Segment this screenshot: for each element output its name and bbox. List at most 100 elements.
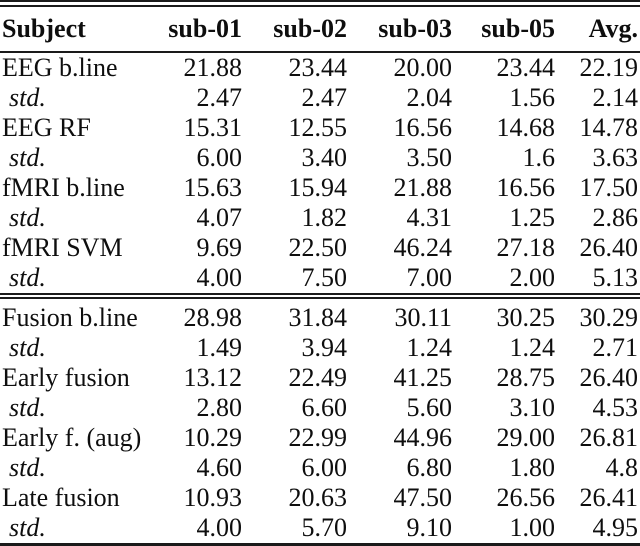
column-header: sub-05 (452, 0, 555, 53)
table-section-fusion: Fusion b.line 28.98 31.84 30.11 30.25 30.29 st… (0, 293, 640, 546)
cell-value: 4.07 (196, 203, 243, 232)
cell-value: 30.11 (347, 293, 452, 333)
column-header-subject: Subject (0, 0, 162, 53)
cell-value: 6.00 (301, 453, 348, 482)
row-label: EEG RF (2, 113, 91, 142)
column-header: sub-03 (347, 0, 452, 53)
table-row: fMRI b.line 15.63 15.94 21.88 16.56 17.50 (0, 173, 640, 203)
cell-value: 3.10 (509, 393, 556, 422)
cell-value: 3.40 (301, 143, 348, 172)
cell-value: 9.10 (347, 513, 452, 546)
cell-value: 31.84 (242, 293, 347, 333)
cell-value: 4.60 (196, 453, 243, 482)
cell-value: 4.00 (162, 513, 242, 546)
row-label: Early fusion (2, 363, 130, 392)
row-label-std: std. (9, 393, 46, 422)
cell-value: 1.24 (509, 333, 556, 362)
header-row: Subject sub-01 sub-02 sub-03 sub-05 Avg. (0, 0, 640, 53)
cell-value: 2.47 (196, 83, 243, 112)
cell-value: 5.70 (242, 513, 347, 546)
row-label: Early f. (aug) (2, 423, 142, 452)
cell-value: 22.50 (288, 233, 348, 262)
table-row: std. 2.47 2.47 2.04 1.56 2.14 (0, 83, 640, 113)
row-label-std: std. (9, 333, 46, 362)
cell-value: 16.56 (393, 113, 453, 142)
cell-value: 20.63 (288, 483, 348, 512)
table-row: std. 4.00 7.50 7.00 2.00 5.13 (0, 263, 640, 296)
row-label-std: std. (9, 143, 46, 172)
row-label: fMRI b.line (2, 173, 125, 202)
cell-value: 12.55 (288, 113, 348, 142)
cell-value: 26.41 (579, 483, 639, 512)
cell-value: 26.40 (579, 233, 639, 262)
cell-value: 26.56 (496, 483, 556, 512)
cell-value: 10.29 (183, 423, 243, 452)
cell-value: 41.25 (393, 363, 453, 392)
row-label-std: std. (9, 83, 46, 112)
cell-value: 2.71 (592, 333, 639, 362)
cell-value: 1.80 (509, 453, 556, 482)
cell-value: 7.50 (301, 263, 348, 292)
cell-value: 22.99 (288, 423, 348, 452)
table-row: std. 4.00 5.70 9.10 1.00 4.95 (0, 513, 640, 546)
cell-value: 5.60 (406, 393, 453, 422)
cell-value: 17.50 (579, 173, 639, 202)
cell-value: 4.95 (555, 513, 640, 546)
cell-value: 1.56 (509, 83, 556, 112)
row-label-std: std. (0, 513, 162, 546)
row-label-std: std. (9, 203, 46, 232)
cell-value: 22.19 (579, 53, 639, 82)
cell-value: 1.82 (301, 203, 348, 232)
table-row: std. 6.00 3.40 3.50 1.6 3.63 (0, 143, 640, 173)
cell-value: 28.98 (162, 293, 242, 333)
cell-value: 2.14 (592, 83, 639, 112)
table-row: std. 4.60 6.00 6.80 1.80 4.8 (0, 453, 640, 483)
cell-value: 1.25 (509, 203, 556, 232)
cell-value: 16.56 (496, 173, 556, 202)
cell-value: 7.00 (406, 263, 453, 292)
cell-value: 3.63 (592, 143, 639, 172)
table-section-single-modality: EEG b.line 21.88 23.44 20.00 23.44 22.19 std. 2… (0, 52, 640, 296)
cell-value: 29.00 (496, 423, 556, 452)
table-row: EEG b.line 21.88 23.44 20.00 23.44 22.19 (0, 52, 640, 83)
cell-value: 27.18 (496, 233, 556, 262)
cell-value: 6.00 (196, 143, 243, 172)
cell-value: 6.80 (406, 453, 453, 482)
row-label: fMRI SVM (2, 233, 123, 262)
column-header: sub-02 (242, 0, 347, 53)
cell-value: 46.24 (393, 233, 453, 262)
cell-value: 30.25 (452, 293, 555, 333)
cell-value: 2.00 (509, 263, 556, 292)
cell-value: 15.94 (288, 173, 348, 202)
cell-value: 15.31 (183, 113, 243, 142)
cell-value: 14.78 (579, 113, 639, 142)
cell-value: 14.68 (496, 113, 556, 142)
cell-value: 20.00 (393, 53, 453, 82)
row-label-std: std. (9, 453, 46, 482)
row-label: Late fusion (2, 483, 120, 512)
cell-value: 1.00 (452, 513, 555, 546)
cell-value: 6.60 (301, 393, 348, 422)
cell-value: 10.93 (183, 483, 243, 512)
cell-value: 21.88 (183, 53, 243, 82)
column-header: sub-01 (162, 0, 242, 53)
cell-value: 26.40 (579, 363, 639, 392)
cell-value: 47.50 (393, 483, 453, 512)
table-row: std. 4.07 1.82 4.31 1.25 2.86 (0, 203, 640, 233)
cell-value: 30.29 (555, 293, 640, 333)
row-label: Fusion b.line (0, 293, 162, 333)
cell-value: 22.49 (288, 363, 348, 392)
cell-value: 1.24 (406, 333, 453, 362)
cell-value: 3.50 (406, 143, 453, 172)
cell-value: 2.86 (592, 203, 639, 232)
row-label-std: std. (9, 263, 46, 292)
cell-value: 4.00 (196, 263, 243, 292)
cell-value: 44.96 (393, 423, 453, 452)
cell-value: 23.44 (288, 53, 348, 82)
cell-value: 4.8 (605, 453, 639, 482)
cell-value: 13.12 (183, 363, 243, 392)
cell-value: 9.69 (196, 233, 243, 262)
table-row: fMRI SVM 9.69 22.50 46.24 27.18 26.40 (0, 233, 640, 263)
cell-value: 21.88 (393, 173, 453, 202)
